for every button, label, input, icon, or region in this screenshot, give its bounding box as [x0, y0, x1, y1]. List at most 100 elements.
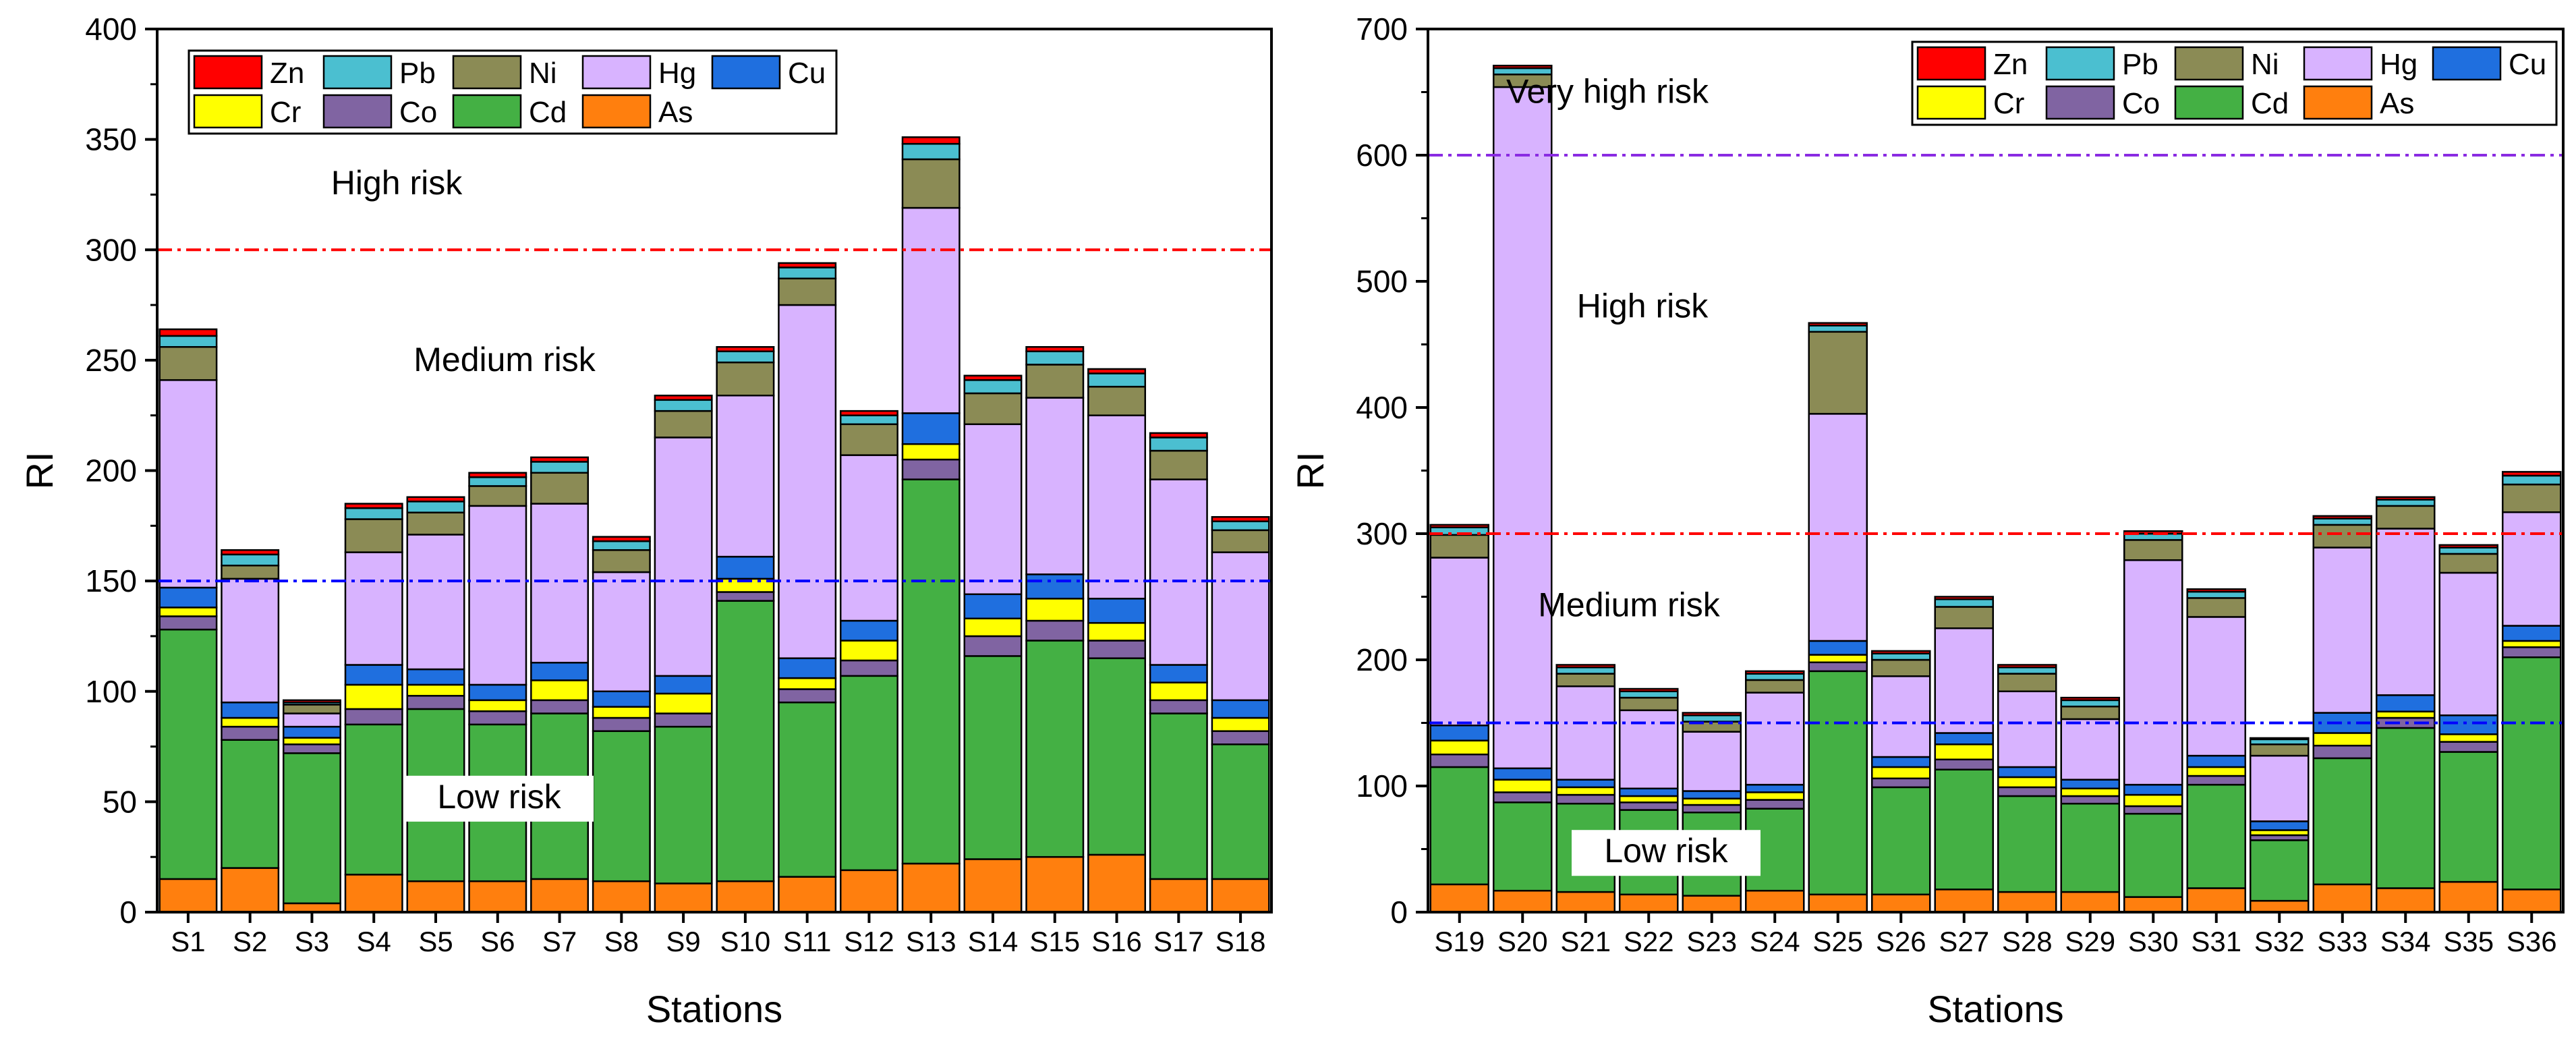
bar-segment-s33-ni [2312, 524, 2373, 548]
bar-segment-s15-cd [1025, 640, 1085, 858]
bar-segment-s17-co [1149, 699, 1208, 714]
bar-segment-s33-co [2312, 744, 2373, 760]
bar-segment-s9-zn [654, 394, 713, 401]
bar-segment-s16-cd [1087, 657, 1147, 856]
bar-segment-s12-cu [839, 619, 898, 642]
bar-segment-s26-hg [1870, 675, 1931, 758]
legend-swatch-as [2303, 85, 2373, 120]
bar-segment-s26-zn [1870, 650, 1931, 654]
bar-segment-s7-cu [530, 661, 590, 681]
bar-segment-s24-cr [1744, 791, 1805, 801]
bar-segment-s15-zn [1025, 345, 1085, 353]
x-axis-title: Stations [646, 988, 782, 1030]
legend-label-pb: Pb [2122, 48, 2158, 81]
bar-segment-s19-co [1429, 754, 1490, 768]
bar-segment-s17-ni [1149, 449, 1208, 480]
legend-swatch-cr [193, 94, 263, 129]
bar-segment-s8-zn [592, 536, 651, 542]
bar-segment-s10-cd [716, 600, 775, 882]
bar-segment-s3-zn [282, 699, 341, 704]
bar-segment-s13-hg [901, 206, 961, 414]
legend-label-as: As [658, 96, 693, 129]
bar-segment-s2-ni [221, 564, 280, 580]
bar-segment-s22-pb [1618, 690, 1679, 699]
bar-segment-s8-cu [592, 690, 651, 708]
bar-segment-s34-pb [2375, 499, 2436, 507]
bar-segment-s20-as [1492, 889, 1553, 913]
bar-segment-s8-cd [592, 730, 651, 882]
legend-swatch-ni [452, 55, 522, 90]
bar-segment-s10-pb [716, 350, 775, 364]
bar-segment-s15-cu [1025, 573, 1085, 600]
legend-label-co: Co [399, 96, 437, 129]
bar-segment-s26-cu [1870, 756, 1931, 768]
bar-segment-s15-cr [1025, 598, 1085, 622]
y-tick-label: 600 [1356, 138, 1408, 173]
legend-swatch-hg [2303, 46, 2373, 81]
y-tick-label: 200 [85, 453, 137, 488]
bar-segment-s5-ni [406, 511, 465, 536]
bar-segment-s33-as [2312, 883, 2373, 913]
x-tick-label-s4: S4 [357, 926, 391, 957]
legend-label-cu: Cu [2509, 48, 2546, 81]
bar-segment-s24-zn [1744, 670, 1805, 675]
bar-segment-s22-cr [1618, 795, 1679, 804]
bar-segment-s35-pb [2438, 546, 2499, 555]
x-tick-label-s35: S35 [2443, 926, 2494, 957]
bar-segment-s26-ni [1870, 658, 1931, 677]
bar-segment-s13-ni [901, 158, 961, 209]
y-tick-label: 0 [1390, 895, 1408, 930]
x-tick-label-s16: S16 [1091, 926, 1142, 957]
bar-segment-s28-zn [1997, 664, 2057, 669]
bar-segment-s9-ni [654, 410, 713, 439]
legend: Zn Pb Ni Hg Cu Cr Co Cd As [1911, 40, 2558, 126]
bar-segment-s25-co [1808, 661, 1868, 673]
bar-segment-s19-cd [1429, 766, 1490, 886]
legend-label-cr: Cr [270, 96, 301, 129]
bar-segment-s23-cr [1682, 797, 1742, 806]
bar-segment-s11-cd [778, 701, 837, 878]
legend-label-zn: Zn [270, 57, 304, 90]
bar-segment-s17-cu [1149, 664, 1208, 683]
legend-swatch-pb [322, 55, 393, 90]
bar-segment-s14-cd [963, 655, 1023, 860]
bar-segment-s2-cr [221, 716, 280, 728]
bar-segment-s18-hg [1211, 551, 1270, 702]
bar-segment-s1-zn [159, 328, 218, 337]
bar-segment-s31-as [2186, 887, 2247, 913]
bar-segment-s21-cr [1555, 786, 1616, 796]
bar-segment-s10-ni [716, 361, 775, 397]
bar-segment-s20-zn [1492, 64, 1553, 69]
bar-segment-s20-cr [1492, 779, 1553, 793]
bar-segment-s23-co [1682, 804, 1742, 814]
bar-segment-s12-ni [839, 423, 898, 456]
legend-swatch-ni [2174, 46, 2244, 81]
bar-segment-s30-cr [2123, 793, 2183, 808]
y-tick-label: 500 [1356, 264, 1408, 299]
bar-segment-s31-cd [2186, 783, 2247, 889]
x-tick-label-s20: S20 [1497, 926, 1548, 957]
x-tick-label-s34: S34 [2380, 926, 2431, 957]
bar-segment-s3-cd [282, 752, 341, 905]
x-tick-label-s28: S28 [2002, 926, 2053, 957]
y-tick-label: 300 [1356, 516, 1408, 551]
legend-swatch-cd [452, 94, 522, 129]
bar-segment-s24-ni [1744, 679, 1805, 694]
bar-segment-s8-pb [592, 540, 651, 551]
bar-segment-s18-cu [1211, 699, 1270, 719]
bar-segment-s32-ni [2249, 743, 2310, 757]
annotation-high-risk: High risk [1577, 287, 1709, 325]
bar-segment-s28-cr [1997, 776, 2057, 789]
bar-segment-s31-cu [2186, 754, 2247, 768]
bar-segment-s9-co [654, 712, 713, 728]
bar-segment-s20-co [1492, 791, 1553, 804]
bar-segment-s13-cd [901, 478, 961, 865]
legend-label-co: Co [2122, 87, 2160, 120]
bar-segment-s25-ni [1808, 331, 1868, 415]
bar-segment-s27-cd [1934, 768, 1995, 891]
bar-segment-s14-pb [963, 379, 1023, 395]
bar-segment-s28-cu [1997, 766, 2057, 779]
bar-segment-s28-cd [1997, 795, 2057, 893]
bar-segment-s5-cr [406, 683, 465, 697]
